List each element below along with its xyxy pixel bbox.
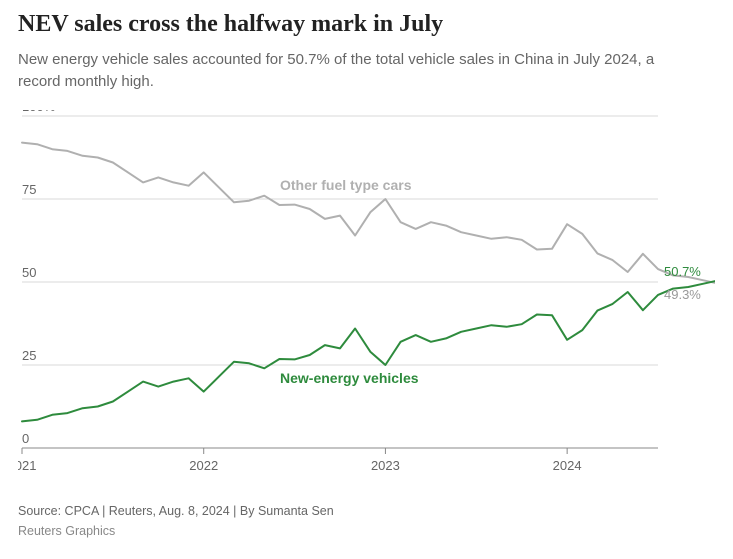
svg-text:2023: 2023: [371, 458, 400, 473]
chart-title: NEV sales cross the halfway mark in July: [18, 10, 715, 39]
svg-text:25: 25: [22, 348, 36, 363]
svg-text:75: 75: [22, 182, 36, 197]
series-label-other: Other fuel type cars: [280, 177, 412, 193]
chart-area: 0 25 50 75 100% 2021 2022 2023 2024 Other fuel t…: [18, 110, 715, 490]
series-label-nev: New-energy vehicles: [280, 370, 419, 386]
brand-line: Reuters Graphics: [18, 524, 715, 538]
svg-text:100%: 100%: [22, 110, 56, 114]
svg-text:50: 50: [22, 265, 36, 280]
end-label-other: 49.3%: [664, 287, 701, 302]
chart-subtitle: New energy vehicle sales accounted for 5…: [18, 49, 698, 93]
svg-text:2022: 2022: [189, 458, 218, 473]
svg-text:2021: 2021: [18, 458, 36, 473]
source-line: Source: CPCA | Reuters, Aug. 8, 2024 | B…: [18, 504, 715, 518]
chart-svg: 0 25 50 75 100% 2021 2022 2023 2024: [18, 110, 715, 490]
svg-text:0: 0: [22, 431, 29, 446]
end-label-nev: 50.7%: [664, 264, 701, 279]
svg-text:2024: 2024: [553, 458, 582, 473]
